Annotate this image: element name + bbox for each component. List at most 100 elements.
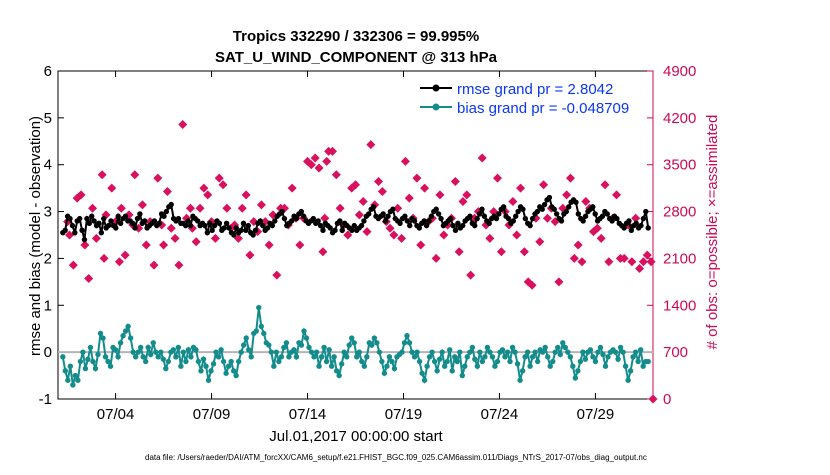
bias-point xyxy=(87,344,94,351)
assimilated-obs-point xyxy=(84,274,94,284)
assimilated-obs-point xyxy=(485,233,495,243)
bias-point xyxy=(364,354,370,360)
x-axis: 07/04 07/09 07/14 07/19 07/24 07/29 xyxy=(97,71,614,423)
rmse-point xyxy=(527,222,533,229)
rmse-point xyxy=(450,222,456,229)
bias-point xyxy=(391,365,398,372)
rmse-point xyxy=(332,227,338,234)
rmse-point xyxy=(320,227,326,234)
bias-point xyxy=(225,363,232,369)
bias-point xyxy=(580,349,586,355)
rmse-point xyxy=(402,213,408,219)
bias-point xyxy=(522,354,528,360)
y-right-tick-label: 4200 xyxy=(663,110,696,127)
assimilated-obs-point xyxy=(416,240,426,250)
bias-point xyxy=(457,349,463,355)
rmse-point xyxy=(505,215,512,222)
y-right-tick-label: 2800 xyxy=(663,204,696,221)
rmse-point xyxy=(195,218,201,224)
assimilated-obs-point xyxy=(377,186,387,196)
assimilated-obs-point xyxy=(120,250,130,260)
bias-point xyxy=(532,349,538,355)
y-right-tick-label: 3500 xyxy=(663,157,696,174)
bias-point xyxy=(374,340,380,346)
bias-point xyxy=(235,358,242,365)
bias-point xyxy=(459,372,465,379)
bias-point xyxy=(145,344,151,351)
assimilated-obs-point xyxy=(97,170,107,180)
rmse-point xyxy=(351,222,357,229)
rmse-point xyxy=(216,220,223,226)
bias-point xyxy=(406,340,413,346)
assimilated-obs-point xyxy=(153,173,163,183)
bias-point xyxy=(617,344,624,351)
bias-point xyxy=(452,354,458,360)
bias-point xyxy=(301,328,307,334)
assimilated-obs-point xyxy=(638,257,648,267)
bias-point xyxy=(102,354,109,360)
bias-point xyxy=(328,363,335,369)
assimilated-obs-point xyxy=(351,180,360,190)
y-right-tick-label: 700 xyxy=(663,344,688,361)
bias-point xyxy=(153,349,159,355)
rmse-point xyxy=(411,218,418,224)
bias-point xyxy=(605,354,611,360)
assimilated-obs-point xyxy=(462,190,472,200)
rmse-point xyxy=(423,222,430,229)
rmse-point xyxy=(115,213,121,219)
assimilated-obs-point xyxy=(264,240,274,250)
assimilated-obs-point xyxy=(385,223,395,233)
bias-point xyxy=(570,363,576,369)
rmse-point xyxy=(76,215,83,222)
x-axis-label: Jul.01,2017 00:00:00 start xyxy=(269,428,443,445)
assimilated-obs-point xyxy=(174,260,184,270)
bias-point xyxy=(271,363,277,369)
rmse-point xyxy=(416,225,423,231)
bias-point xyxy=(637,347,644,353)
bias-point xyxy=(158,349,164,355)
rmse-point xyxy=(472,222,478,229)
bias-point xyxy=(120,333,126,339)
bias-point xyxy=(338,361,345,367)
bias-point xyxy=(261,330,267,337)
rmse-point xyxy=(98,229,105,236)
rmse-point xyxy=(327,225,333,231)
bias-point xyxy=(331,354,337,360)
assimilated-obs-point xyxy=(130,170,140,180)
bias-point xyxy=(258,323,264,330)
bias-point xyxy=(318,354,325,360)
bias-point xyxy=(193,347,199,353)
assimilated-obs-point xyxy=(199,183,209,193)
rmse-point xyxy=(539,206,545,212)
bias-point xyxy=(439,349,445,355)
assimilated-obs-point xyxy=(527,280,537,290)
bias-point xyxy=(640,363,646,369)
bias-point xyxy=(140,354,146,360)
bias-point xyxy=(336,372,342,379)
bias-point xyxy=(472,356,478,362)
assimilated-obs-point xyxy=(612,190,622,200)
rmse-point xyxy=(621,225,627,231)
assimilated-obs-point xyxy=(166,223,176,233)
bias-point xyxy=(67,363,74,369)
bias-point xyxy=(635,358,641,365)
legend: rmse grand pr = 2.8042 bias grand pr = -… xyxy=(420,81,629,117)
rmse-point xyxy=(513,213,519,219)
rmse-point xyxy=(590,204,596,210)
bias-point xyxy=(90,358,96,365)
rmse-point xyxy=(281,215,288,222)
bias-point xyxy=(188,354,194,360)
rmse-point xyxy=(211,222,218,229)
assimilated-obs-point xyxy=(400,156,410,166)
assimilated-obs-point xyxy=(245,250,255,260)
bias-point xyxy=(550,358,556,365)
bias-point xyxy=(509,344,516,351)
bias-point xyxy=(150,340,156,346)
bias-point xyxy=(75,377,81,383)
bias-point xyxy=(178,363,184,369)
y-tick-label: 2 xyxy=(44,250,52,267)
assimilated-obs-point xyxy=(322,156,332,166)
rmse-point xyxy=(467,213,473,219)
bias-point xyxy=(203,363,209,369)
assimilated-obs-point xyxy=(581,197,591,207)
